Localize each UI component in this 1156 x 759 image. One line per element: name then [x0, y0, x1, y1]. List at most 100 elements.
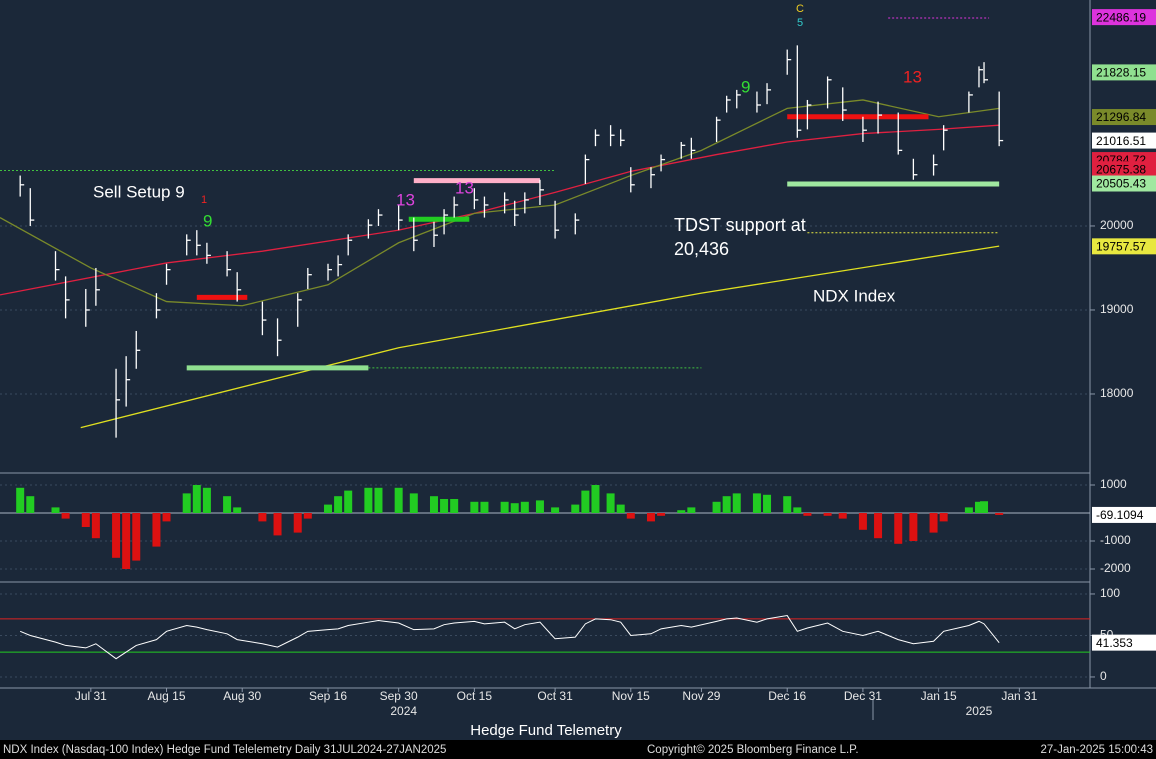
histogram-bar — [591, 484, 600, 513]
x-tick-label: Oct 15 — [457, 689, 493, 703]
histogram-bar — [712, 501, 721, 513]
annotation: 1 — [201, 194, 207, 206]
histogram-bar — [520, 501, 529, 513]
histogram-bar — [303, 512, 312, 519]
histogram-bar — [51, 507, 60, 513]
histogram-bar — [162, 512, 171, 522]
annotation: C — [796, 3, 804, 15]
histogram-bar — [964, 507, 973, 513]
y-tick-label: 18000 — [1100, 386, 1134, 400]
y-tick-label: -2000 — [1100, 561, 1131, 575]
histogram-bar — [657, 512, 666, 516]
histogram-bar — [980, 501, 989, 513]
histogram-bar — [480, 501, 489, 513]
value-box — [1092, 175, 1156, 192]
histogram-bar — [450, 498, 459, 513]
footer-left: NDX Index (Nasdaq-100 Index) Hedge Fund … — [3, 744, 446, 756]
value-box — [1092, 238, 1156, 255]
annotation: 9 — [741, 77, 750, 96]
footer-right: 27-Jan-2025 15:00:43 — [1040, 744, 1153, 756]
histogram-bar — [91, 512, 100, 539]
histogram-bar — [112, 512, 121, 558]
annotation: 20,436 — [674, 239, 729, 259]
x-tick-label: Jan 15 — [921, 689, 957, 703]
value-label: 20505.43 — [1096, 177, 1146, 191]
moving-average — [80, 245, 1000, 429]
value-box — [1092, 132, 1156, 149]
moving-average — [0, 124, 1000, 296]
y-tick-label: 19000 — [1100, 302, 1134, 316]
histogram-bar — [152, 512, 161, 547]
annotation: 13 — [396, 190, 415, 209]
histogram-bar — [722, 496, 731, 513]
histogram-bar — [409, 493, 418, 513]
histogram-bar — [874, 512, 883, 539]
histogram-bar — [974, 501, 983, 513]
histogram-bar — [429, 496, 438, 513]
histogram-bar — [677, 510, 686, 513]
histogram-bar — [192, 484, 201, 513]
x-tick-label: Sep 16 — [309, 689, 347, 703]
x-tick-label: Jan 31 — [1001, 689, 1037, 703]
x-tick-label: Sep 30 — [380, 689, 418, 703]
histogram-bar — [823, 512, 832, 516]
histogram-bar — [838, 512, 847, 519]
histogram-bar — [258, 512, 267, 522]
y-tick-label: 0 — [1100, 669, 1107, 683]
histogram-bar — [364, 487, 373, 513]
histogram-bar — [344, 490, 353, 513]
histogram-bar — [646, 512, 655, 522]
value-label: 21296.84 — [1096, 110, 1146, 124]
x-tick-label: Aug 30 — [223, 689, 261, 703]
histogram-bar — [551, 507, 560, 513]
histogram-bar — [223, 496, 232, 513]
histogram-bar — [939, 512, 948, 522]
chart-title: Hedge Fund Telemetry — [470, 722, 622, 739]
annotation: 5 — [797, 17, 803, 29]
histogram-bar — [783, 496, 792, 513]
value-label: -69.1094 — [1096, 508, 1144, 522]
histogram-bar — [752, 493, 761, 513]
value-label: 22486.19 — [1096, 10, 1146, 24]
histogram-bar — [894, 512, 903, 544]
value-label: 41.353 — [1096, 636, 1133, 650]
year-label: 2024 — [390, 704, 417, 718]
value-box — [1092, 506, 1156, 523]
annotation: 9 — [203, 211, 212, 230]
x-tick-label: Nov 29 — [682, 689, 720, 703]
x-tick-label: Dec 16 — [768, 689, 806, 703]
histogram-bar — [571, 504, 580, 513]
histogram-bar — [273, 512, 282, 536]
annotation: NDX Index — [813, 286, 896, 305]
histogram-bar — [182, 493, 191, 513]
x-tick-label: Dec 31 — [844, 689, 882, 703]
histogram-bar — [122, 512, 131, 570]
value-box — [1092, 109, 1156, 126]
histogram-bar — [233, 507, 242, 513]
rsi-line — [19, 614, 1000, 660]
histogram-bar — [763, 494, 772, 513]
value-label: 21016.51 — [1096, 134, 1146, 148]
value-box — [1092, 64, 1156, 81]
annotation: Sell Setup 9 — [93, 182, 185, 201]
histogram-bar — [581, 490, 590, 513]
value-label: 19757.57 — [1096, 240, 1146, 254]
histogram-bar — [909, 512, 918, 542]
histogram-bar — [132, 512, 141, 561]
histogram-bar — [732, 493, 741, 513]
histogram-bar — [793, 507, 802, 513]
x-tick-label: Jul 31 — [75, 689, 107, 703]
value-box — [1092, 9, 1156, 26]
histogram-bar — [61, 512, 70, 519]
histogram-bar — [324, 504, 333, 513]
histogram-bar — [26, 496, 35, 513]
histogram-bar — [535, 500, 544, 513]
histogram-bar — [929, 512, 938, 533]
histogram-bar — [510, 503, 519, 513]
x-tick-label: Nov 15 — [612, 689, 650, 703]
annotation: 13 — [903, 67, 922, 86]
histogram-bar — [293, 512, 302, 533]
x-tick-label: Oct 31 — [537, 689, 573, 703]
x-tick-label: Aug 15 — [148, 689, 186, 703]
y-tick-label: -1000 — [1100, 533, 1131, 547]
